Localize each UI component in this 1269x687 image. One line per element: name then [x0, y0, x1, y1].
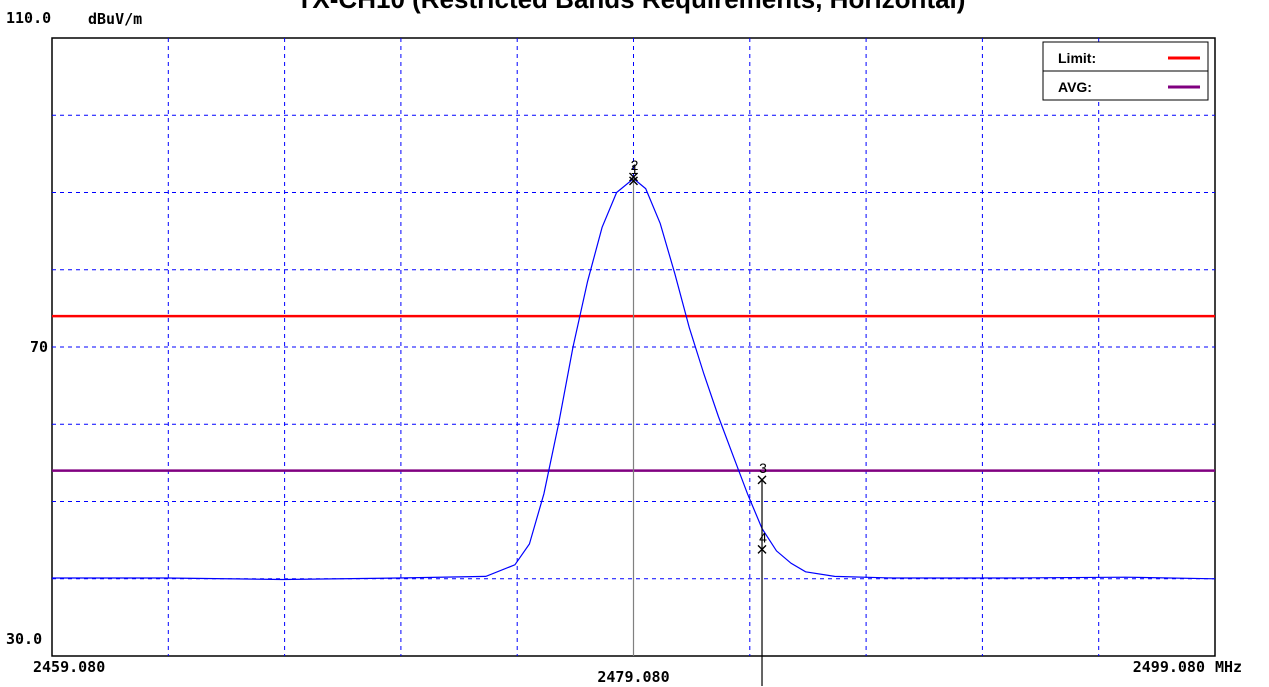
legend: Limit: AVG: — [1042, 41, 1209, 101]
marker-3-label: 3 — [759, 460, 767, 476]
marker-4-cross — [757, 544, 767, 554]
marker-4-label: 4 — [759, 529, 767, 545]
y-tick-label: 30.0 — [6, 630, 42, 648]
grid — [52, 38, 1215, 656]
series-layer — [52, 177, 1216, 581]
spectrum-trace-1 — [52, 177, 1216, 581]
y-tick-label: 110.0 — [6, 9, 51, 27]
x-tick-label: 2479.080 — [597, 668, 669, 686]
marker-1-label: 1 — [631, 161, 639, 177]
marker-2-cross — [629, 172, 638, 182]
y-tick-label: 70 — [30, 338, 48, 356]
legend-entry-label: Limit: — [1058, 50, 1096, 66]
marker-3-cross — [757, 475, 767, 485]
tick-labels: 110.0 70 30.0 2459.080 2479.080 2499.080 — [6, 9, 1205, 686]
marker-2-label: 2 — [631, 157, 639, 173]
chart-title: TX-CH10 (Restricted Bands Requirements, … — [297, 0, 966, 14]
x-tick-label: 2499.080 — [1133, 658, 1205, 676]
markers: 12 3 4 — [629, 157, 767, 686]
x-tick-label: 2459.080 — [33, 658, 105, 676]
x-axis-unit-label: MHz — [1215, 658, 1242, 676]
legend-entry-label: AVG: — [1058, 79, 1092, 95]
y-axis-unit-label: dBuV/m — [88, 10, 142, 28]
marker-1-cross — [629, 176, 638, 186]
